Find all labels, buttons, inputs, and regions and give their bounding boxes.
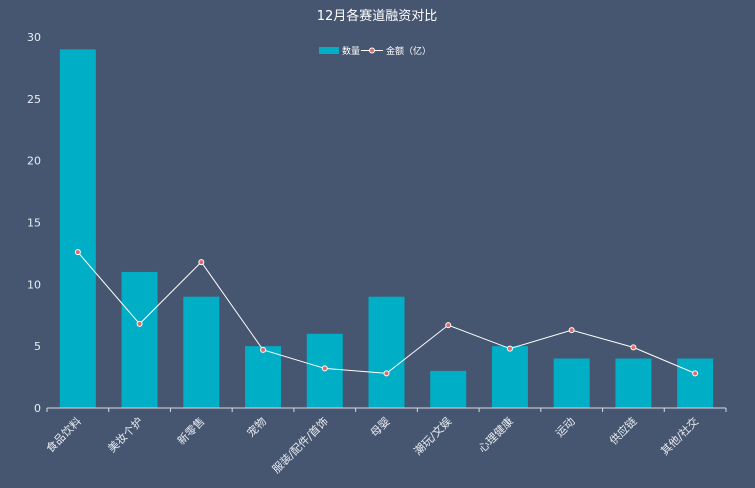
legend-bar-swatch <box>319 47 339 54</box>
y-axis: 0 5 10 15 20 25 30 <box>27 31 41 415</box>
x-tick-label: 心理健康 <box>475 414 516 455</box>
x-axis: 食品饮料 美妆个护 新零售 宠物 服装/配件/首饰 母婴 潮玩/文娱 心理健康 运动 供应链 其他/… <box>43 408 727 476</box>
line-point[interactable] <box>692 370 699 377</box>
chart-title: 12月各赛道融资对比 <box>317 8 438 24</box>
bar-series <box>59 49 714 408</box>
bar[interactable] <box>183 296 220 408</box>
legend[interactable]: 数量 金额（亿） <box>319 45 431 57</box>
x-tick-label: 宠物 <box>244 414 269 439</box>
y-tick-label: 30 <box>27 31 41 44</box>
bar[interactable] <box>615 358 652 408</box>
x-tick-label: 其他/社交 <box>658 414 702 458</box>
line-point[interactable] <box>445 322 452 329</box>
y-tick-label: 5 <box>34 340 41 353</box>
line-point[interactable] <box>321 365 328 372</box>
x-tick-label: 供应链 <box>606 414 639 447</box>
line-point[interactable] <box>568 327 575 334</box>
bar[interactable] <box>430 370 467 408</box>
legend-label-count: 数量 <box>342 45 360 57</box>
x-tick-label: 运动 <box>553 415 578 440</box>
x-tick-label: 母婴 <box>368 415 393 440</box>
line-point[interactable] <box>506 345 513 352</box>
bar[interactable] <box>368 296 405 408</box>
x-tick-label: 新零售 <box>174 414 207 447</box>
legend-label-amount: 金额（亿） <box>386 45 431 57</box>
y-tick-label: 15 <box>27 217 41 230</box>
x-tick-label: 美妆个护 <box>105 414 146 455</box>
y-tick-label: 10 <box>27 278 41 291</box>
line-markers <box>74 249 699 377</box>
x-tick-label: 食品饮料 <box>43 414 84 455</box>
x-tick-label: 潮玩/文娱 <box>411 414 455 458</box>
bar[interactable] <box>121 271 158 408</box>
bar[interactable] <box>677 358 714 408</box>
line-point[interactable] <box>198 259 205 266</box>
y-tick-label: 0 <box>34 402 41 415</box>
y-tick-label: 20 <box>27 155 41 168</box>
x-tick-label: 服装/配件/首饰 <box>269 414 331 476</box>
line-point[interactable] <box>136 320 143 327</box>
bar[interactable] <box>491 346 528 408</box>
bar[interactable] <box>553 358 590 408</box>
line-point[interactable] <box>630 344 637 351</box>
bar[interactable] <box>245 346 282 408</box>
bar[interactable] <box>59 49 96 408</box>
line-point[interactable] <box>260 346 267 353</box>
line-point[interactable] <box>383 370 390 377</box>
y-tick-label: 25 <box>27 93 41 106</box>
legend-line-marker <box>369 47 375 54</box>
line-point[interactable] <box>74 249 81 256</box>
